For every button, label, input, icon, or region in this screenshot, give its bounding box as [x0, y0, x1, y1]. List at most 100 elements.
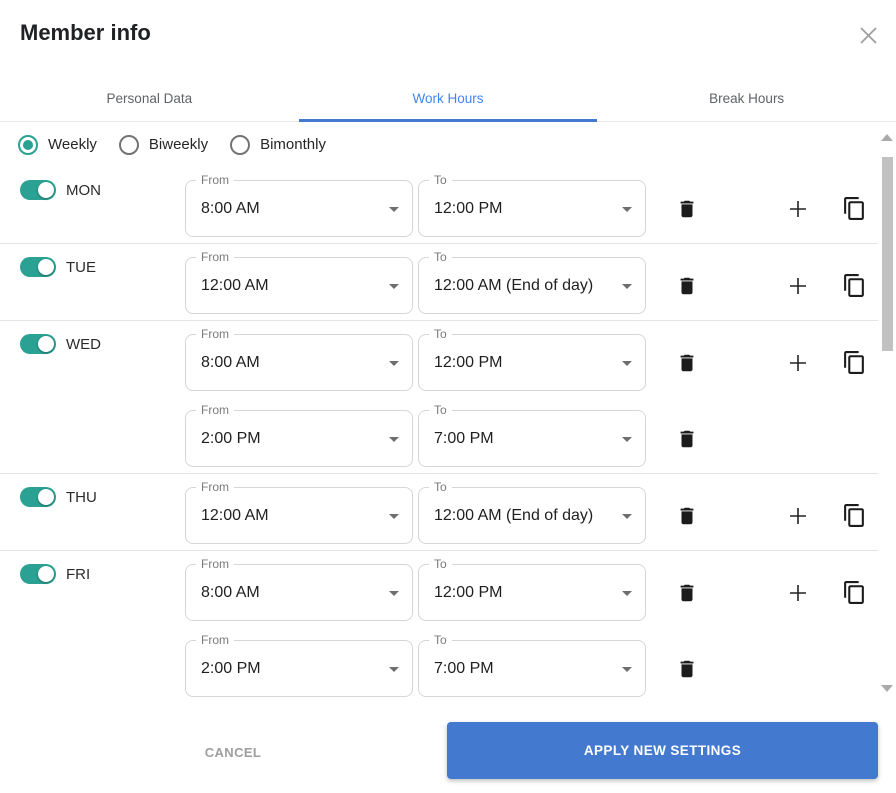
from-select[interactable]: From 8:00 AM [185, 557, 413, 621]
add-slot-button[interactable] [776, 257, 820, 314]
time-slot: From 12:00 AM To 12:00 AM (End of day) [185, 244, 878, 320]
plus-icon [790, 507, 806, 524]
add-slot-button[interactable] [776, 334, 820, 391]
from-select[interactable]: From 8:00 AM [185, 173, 413, 237]
trash-icon [680, 430, 694, 447]
tab-break-hours[interactable]: Break Hours [597, 75, 896, 121]
close-button[interactable] [855, 22, 882, 49]
tab-work-hours[interactable]: Work Hours [298, 75, 598, 122]
day-row-mon: MON From 8:00 AM To 12:00 PM [0, 167, 878, 244]
from-value: 2:00 PM [201, 429, 261, 447]
day-row-fri: FRI From 8:00 AM To 12:00 PM [0, 551, 878, 703]
chevron-down-icon [389, 666, 399, 672]
copy-day-button[interactable] [832, 257, 876, 314]
to-select[interactable]: To 7:00 PM [418, 633, 646, 697]
day-label: MON [66, 181, 101, 199]
day-toggle[interactable] [20, 257, 56, 277]
plus-icon [790, 200, 806, 217]
plus-icon [790, 277, 806, 294]
add-slot-button[interactable] [776, 487, 820, 544]
radio-unselected-icon [118, 134, 139, 155]
add-slot-button[interactable] [776, 564, 820, 621]
delete-slot-button[interactable] [665, 410, 709, 467]
time-slot: From 2:00 PM To 7:00 PM [185, 627, 878, 703]
delete-slot-button[interactable] [665, 487, 709, 544]
dialog-header: Member info [0, 0, 896, 49]
copy-day-button[interactable] [832, 180, 876, 237]
time-slot: From 8:00 AM To 12:00 PM [185, 167, 878, 243]
from-field-label: From [196, 557, 234, 571]
delete-slot-button[interactable] [665, 180, 709, 237]
copy-day-button[interactable] [832, 334, 876, 391]
day-toggle[interactable] [20, 180, 56, 200]
copy-day-button[interactable] [832, 564, 876, 621]
to-field-label: To [429, 327, 452, 341]
day-label: THU [66, 488, 97, 506]
chevron-down-icon [622, 513, 632, 519]
day-toggle[interactable] [20, 487, 56, 507]
delete-slot-button[interactable] [665, 334, 709, 391]
to-value: 7:00 PM [434, 429, 494, 447]
delete-slot-button[interactable] [665, 564, 709, 621]
chevron-down-icon [389, 206, 399, 212]
radio-biweekly[interactable]: Biweekly [118, 134, 208, 155]
to-value: 12:00 PM [434, 353, 503, 371]
to-select[interactable]: To 12:00 PM [418, 557, 646, 621]
to-field-label: To [429, 250, 452, 264]
day-row-tue: TUE From 12:00 AM To 12:00 AM (End of da… [0, 244, 878, 321]
copy-day-button[interactable] [832, 487, 876, 544]
to-select[interactable]: To 7:00 PM [418, 403, 646, 467]
to-field-label: To [429, 557, 452, 571]
scroll-up-icon[interactable] [881, 134, 893, 141]
from-value: 12:00 AM [201, 276, 269, 294]
to-select[interactable]: To 12:00 PM [418, 327, 646, 391]
to-value: 7:00 PM [434, 659, 494, 677]
from-select[interactable]: From 2:00 PM [185, 403, 413, 467]
radio-weekly[interactable]: Weekly [18, 134, 97, 155]
dialog-footer: CANCEL APPLY NEW SETTINGS [0, 705, 896, 793]
chevron-down-icon [622, 590, 632, 596]
radio-bimonthly-label: Bimonthly [260, 136, 326, 153]
tab-personal-data[interactable]: Personal Data [0, 75, 299, 121]
day-row-thu: THU From 12:00 AM To 12:00 AM (End of da… [0, 474, 878, 551]
from-select[interactable]: From 12:00 AM [185, 480, 413, 544]
from-value: 12:00 AM [201, 506, 269, 524]
to-field-label: To [429, 173, 452, 187]
radio-weekly-label: Weekly [48, 136, 97, 153]
to-select[interactable]: To 12:00 PM [418, 173, 646, 237]
scroll-down-icon[interactable] [881, 685, 893, 692]
time-slot: From 12:00 AM To 12:00 AM (End of day) [185, 474, 878, 550]
from-value: 8:00 AM [201, 353, 260, 371]
add-slot-button[interactable] [776, 180, 820, 237]
scrollbar-thumb[interactable] [882, 157, 893, 351]
delete-slot-button[interactable] [665, 257, 709, 314]
scrollbar[interactable] [878, 122, 896, 704]
from-field-label: From [196, 633, 234, 647]
from-select[interactable]: From 2:00 PM [185, 633, 413, 697]
from-field-label: From [196, 480, 234, 494]
day-toggle[interactable] [20, 564, 56, 584]
from-value: 8:00 AM [201, 583, 260, 601]
radio-bimonthly[interactable]: Bimonthly [230, 134, 326, 155]
plus-icon [790, 354, 806, 371]
day-label: FRI [66, 565, 91, 583]
work-hours-content: Weekly Biweekly Bimonthly MON [0, 122, 896, 704]
apply-new-settings-button[interactable]: APPLY NEW SETTINGS [447, 722, 878, 779]
to-field-label: To [429, 403, 452, 417]
chevron-down-icon [389, 360, 399, 366]
day-row-wed: WED From 8:00 AM To 12:00 PM [0, 321, 878, 474]
from-select[interactable]: From 8:00 AM [185, 327, 413, 391]
trash-icon [680, 277, 694, 294]
trash-icon [680, 584, 694, 601]
cancel-button[interactable]: CANCEL [183, 745, 283, 760]
day-toggle[interactable] [20, 334, 56, 354]
to-select[interactable]: To 12:00 AM (End of day) [418, 250, 646, 314]
delete-slot-button[interactable] [665, 640, 709, 697]
toggle-knob-icon [38, 566, 54, 582]
from-field-label: From [196, 403, 234, 417]
from-select[interactable]: From 12:00 AM [185, 250, 413, 314]
copy-icon [843, 504, 864, 527]
chevron-down-icon [622, 666, 632, 672]
chevron-down-icon [622, 360, 632, 366]
to-select[interactable]: To 12:00 AM (End of day) [418, 480, 646, 544]
